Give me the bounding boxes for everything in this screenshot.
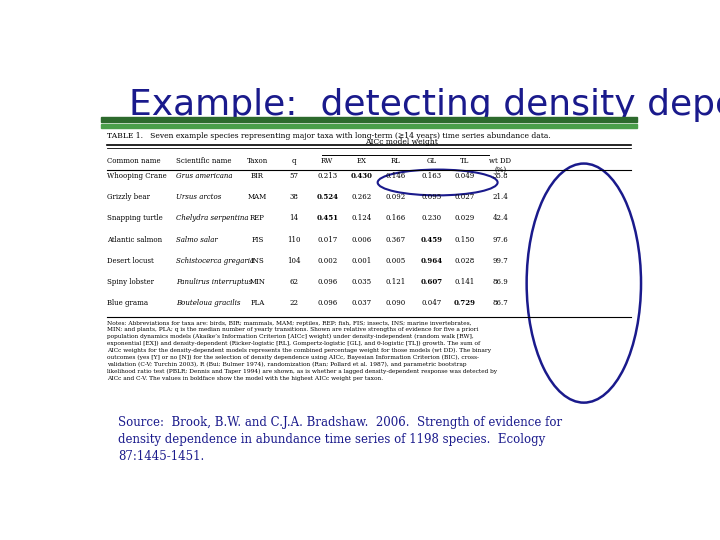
Text: 0.037: 0.037: [351, 299, 372, 307]
Text: Bouteloua gracilis: Bouteloua gracilis: [176, 299, 241, 307]
Text: 0.095: 0.095: [421, 193, 441, 201]
Text: Ursus arctos: Ursus arctos: [176, 193, 222, 201]
Text: 62: 62: [289, 278, 298, 286]
Bar: [101, 124, 636, 128]
Text: 0.028: 0.028: [455, 257, 475, 265]
Text: 0.121: 0.121: [385, 278, 405, 286]
Text: MIN: MIN: [249, 278, 266, 286]
Text: 0.001: 0.001: [351, 257, 372, 265]
Text: 0.124: 0.124: [351, 214, 372, 222]
Text: Blue grama: Blue grama: [107, 299, 148, 307]
Text: 97.6: 97.6: [492, 235, 508, 244]
Text: Snapping turtle: Snapping turtle: [107, 214, 163, 222]
Text: 42.4: 42.4: [492, 214, 508, 222]
Text: 0.017: 0.017: [317, 235, 337, 244]
Text: 0.262: 0.262: [351, 193, 372, 201]
Text: 0.002: 0.002: [317, 257, 337, 265]
Text: 99.7: 99.7: [492, 257, 508, 265]
Text: 110: 110: [287, 235, 300, 244]
Text: Schistocerca gregaria: Schistocerca gregaria: [176, 257, 255, 265]
Text: 0.049: 0.049: [455, 172, 475, 180]
Text: 0.029: 0.029: [455, 214, 475, 222]
Text: Notes: Abbreviations for taxa are: birds, BIR; mammals, MAM; reptiles, REP; fish: Notes: Abbreviations for taxa are: birds…: [107, 321, 497, 381]
Text: Whooping Crane: Whooping Crane: [107, 172, 166, 180]
Text: REP: REP: [250, 214, 265, 222]
Text: 0.459: 0.459: [420, 235, 443, 244]
Text: 0.163: 0.163: [421, 172, 441, 180]
Text: 0.729: 0.729: [454, 299, 476, 307]
Text: 0.230: 0.230: [421, 214, 441, 222]
Text: GL: GL: [426, 157, 436, 165]
Text: 0.092: 0.092: [385, 193, 405, 201]
Text: Grizzly bear: Grizzly bear: [107, 193, 150, 201]
Text: 57: 57: [289, 172, 298, 180]
Text: RL: RL: [390, 157, 400, 165]
Text: wt DD
(%): wt DD (%): [489, 157, 511, 174]
Text: 104: 104: [287, 257, 300, 265]
Text: Source:  Brook, B.W. and C.J.A. Bradshaw.  2006.  Strength of evidence for
densi: Source: Brook, B.W. and C.J.A. Bradshaw.…: [118, 416, 562, 463]
Text: 0.430: 0.430: [351, 172, 373, 180]
Text: 0.006: 0.006: [351, 235, 372, 244]
Text: INS: INS: [251, 257, 264, 265]
Text: 0.047: 0.047: [421, 299, 441, 307]
Text: 0.607: 0.607: [420, 278, 443, 286]
Text: 35.8: 35.8: [492, 172, 508, 180]
Text: Spiny lobster: Spiny lobster: [107, 278, 154, 286]
Text: q: q: [292, 157, 296, 165]
Text: 0.096: 0.096: [317, 299, 337, 307]
Text: 0.141: 0.141: [455, 278, 475, 286]
Text: RW: RW: [321, 157, 333, 165]
Text: 0.150: 0.150: [455, 235, 475, 244]
Text: Desert locust: Desert locust: [107, 257, 153, 265]
Bar: [101, 117, 636, 122]
Text: 0.035: 0.035: [351, 278, 372, 286]
Text: Panulirus interruptus: Panulirus interruptus: [176, 278, 253, 286]
Text: Taxon: Taxon: [247, 157, 268, 165]
Text: BIR: BIR: [251, 172, 264, 180]
Text: 0.964: 0.964: [420, 257, 443, 265]
Text: 22: 22: [289, 299, 298, 307]
Text: 0.090: 0.090: [385, 299, 405, 307]
Text: Salmo salar: Salmo salar: [176, 235, 218, 244]
Text: 21.4: 21.4: [492, 193, 508, 201]
Text: 38: 38: [289, 193, 298, 201]
Text: Example:  detecting density dependence: Example: detecting density dependence: [129, 87, 720, 122]
Text: 0.451: 0.451: [316, 214, 338, 222]
Text: 0.166: 0.166: [385, 214, 405, 222]
Text: MAM: MAM: [248, 193, 267, 201]
Text: Common name: Common name: [107, 157, 161, 165]
Text: TL: TL: [460, 157, 469, 165]
Text: FIS: FIS: [251, 235, 264, 244]
Text: Grus americana: Grus americana: [176, 172, 233, 180]
Text: 0.367: 0.367: [385, 235, 405, 244]
Text: Atlantic salmon: Atlantic salmon: [107, 235, 162, 244]
Text: Scientific name: Scientific name: [176, 157, 232, 165]
Text: 86.7: 86.7: [492, 299, 508, 307]
Text: 0.524: 0.524: [316, 193, 338, 201]
Text: 14: 14: [289, 214, 298, 222]
Text: 0.213: 0.213: [317, 172, 337, 180]
Text: AICc model weight: AICc model weight: [365, 138, 438, 146]
Text: 0.005: 0.005: [385, 257, 405, 265]
Text: PLA: PLA: [251, 299, 264, 307]
Text: 86.9: 86.9: [492, 278, 508, 286]
Text: 0.027: 0.027: [455, 193, 475, 201]
Text: EX: EX: [356, 157, 366, 165]
Text: 0.146: 0.146: [385, 172, 405, 180]
Text: Chelydra serpentina: Chelydra serpentina: [176, 214, 249, 222]
Text: 0.096: 0.096: [317, 278, 337, 286]
Text: TABLE 1.   Seven example species representing major taxa with long-term (≥14 yea: TABLE 1. Seven example species represent…: [107, 132, 551, 140]
